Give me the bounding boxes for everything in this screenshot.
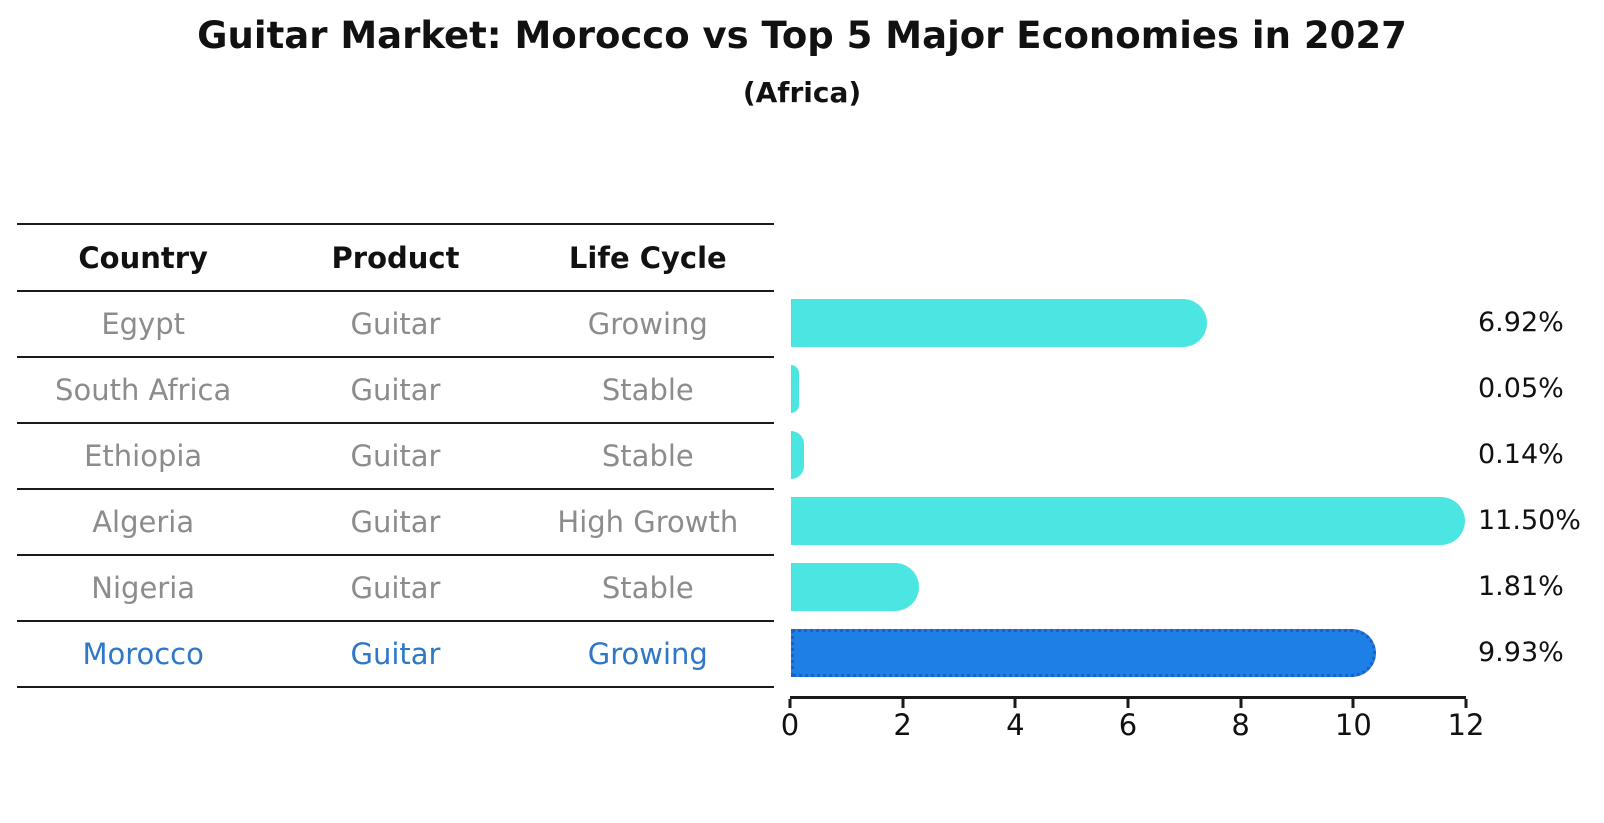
x-tick [1239,699,1243,708]
x-tick [1013,699,1017,708]
chart-row-morocco: 9.93% [791,629,1604,677]
data-table: Country Product Life Cycle Egypt Guitar … [17,223,774,688]
cell-product: Guitar [350,505,441,539]
cell-product: Guitar [350,373,441,407]
table-row-nigeria: Nigeria Guitar Stable [17,556,774,622]
table-row-morocco: Morocco Guitar Growing [17,622,774,688]
x-tick [788,699,792,708]
cell-country: Ethiopia [84,439,203,473]
cell-life-cycle: Stable [601,571,694,605]
bar-algeria [791,497,1465,545]
cell-life-cycle: Growing [587,307,708,341]
table-row-ethiopia: Ethiopia Guitar Stable [17,424,774,490]
column-header-country: Country [78,240,208,275]
bar-morocco [791,629,1377,677]
table-header-row: Country Product Life Cycle [17,225,774,292]
cell-product: Guitar [350,637,441,671]
bar-value-label: 0.14% [1478,439,1564,470]
table-row-egypt: Egypt Guitar Growing [17,292,774,358]
x-tick [1351,699,1355,708]
cell-life-cycle: Stable [601,439,694,473]
chart-subtitle: (Africa) [742,76,862,109]
x-tick-label: 2 [893,708,912,742]
chart-row-ethiopia: 0.14% [791,431,1604,479]
x-tick [1126,699,1130,708]
column-header-product: Product [331,240,460,275]
x-tick-label: 4 [1006,708,1025,742]
chart-title: Guitar Market: Morocco vs Top 5 Major Ec… [197,14,1407,57]
bar-value-label: 6.92% [1478,307,1564,338]
cell-country: Nigeria [91,571,196,605]
chart-row-south-africa: 0.05% [791,365,1604,413]
cell-product: Guitar [350,439,441,473]
cell-product: Guitar [350,571,441,605]
x-axis-ticks: 0 2 4 6 8 10 12 [781,696,1484,748]
table-row-south-africa: South Africa Guitar Stable [17,358,774,424]
bar-nigeria [791,563,919,611]
cell-country: Morocco [82,637,204,671]
bar-value-label: 0.05% [1478,373,1564,404]
chart-row-nigeria: 1.81% [791,563,1604,611]
x-tick-label: 0 [780,708,800,742]
bar-south-africa [791,365,799,413]
chart-row-egypt: 6.92% [791,299,1604,347]
bar-value-label: 11.50% [1478,505,1581,536]
cell-life-cycle: Stable [601,373,694,407]
table-row-algeria: Algeria Guitar High Growth [17,490,774,556]
bar-value-label: 9.93% [1478,637,1564,668]
cell-country: Algeria [92,505,195,539]
bar-ethiopia [791,431,804,479]
x-tick-label: 8 [1231,708,1250,742]
bar-egypt [791,299,1207,347]
x-tick [1464,699,1468,708]
bar-chart: 6.92% 0.05% 0.14% 11.50% 1.81% 9.93% [791,290,1604,686]
chart-row-algeria: 11.50% [791,497,1604,545]
cell-country: South Africa [55,373,232,407]
cell-country: Egypt [101,307,185,341]
x-tick-label: 12 [1447,708,1485,742]
cell-product: Guitar [350,307,441,341]
x-tick-label: 10 [1334,708,1372,742]
cell-life-cycle: Growing [587,637,708,671]
x-tick [901,699,905,708]
x-tick-label: 6 [1118,708,1138,742]
bar-value-label: 1.81% [1478,571,1564,602]
x-axis-line [790,696,1466,699]
cell-life-cycle: High Growth [557,505,739,539]
column-header-life-cycle: Life Cycle [568,240,727,275]
